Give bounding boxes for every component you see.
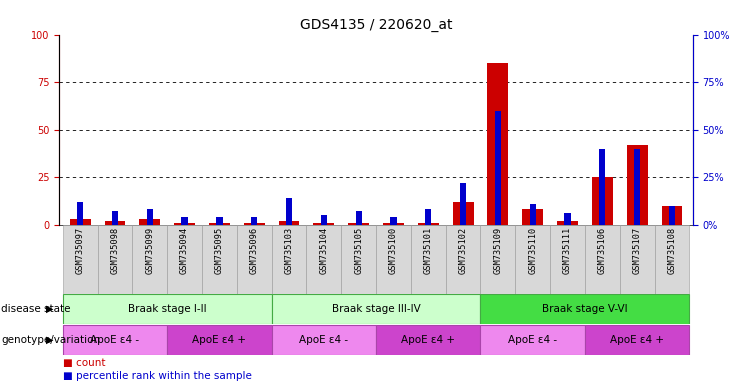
Bar bbox=[495, 111, 501, 225]
Bar bbox=[557, 221, 578, 225]
Bar bbox=[272, 325, 376, 354]
Bar bbox=[286, 198, 292, 225]
Bar bbox=[376, 225, 411, 294]
Text: GSM735104: GSM735104 bbox=[319, 227, 328, 274]
Bar bbox=[147, 209, 153, 225]
Text: genotype/variation: genotype/variation bbox=[1, 335, 101, 345]
Bar bbox=[167, 225, 202, 294]
Bar bbox=[411, 225, 445, 294]
Bar bbox=[77, 202, 83, 225]
Bar bbox=[70, 219, 90, 225]
Bar bbox=[453, 202, 473, 225]
Bar bbox=[133, 225, 167, 294]
Bar bbox=[167, 325, 272, 354]
Bar bbox=[530, 204, 536, 225]
Bar bbox=[550, 225, 585, 294]
Text: ApoE ε4 +: ApoE ε4 + bbox=[193, 335, 247, 345]
Bar bbox=[272, 295, 480, 324]
Bar bbox=[425, 209, 431, 225]
Text: GSM735103: GSM735103 bbox=[285, 227, 293, 274]
Bar bbox=[627, 145, 648, 225]
Bar bbox=[445, 225, 480, 294]
Bar bbox=[391, 217, 396, 225]
Bar bbox=[63, 295, 272, 324]
Bar bbox=[272, 225, 307, 294]
Text: disease state: disease state bbox=[1, 304, 71, 314]
Bar bbox=[342, 225, 376, 294]
Bar bbox=[237, 225, 272, 294]
Text: GSM735108: GSM735108 bbox=[668, 227, 677, 274]
Text: GSM735096: GSM735096 bbox=[250, 227, 259, 274]
Bar bbox=[585, 225, 619, 294]
Text: ▶: ▶ bbox=[46, 335, 53, 345]
Bar bbox=[209, 223, 230, 225]
Bar bbox=[480, 295, 689, 324]
Bar bbox=[599, 149, 605, 225]
Bar bbox=[515, 225, 550, 294]
Bar bbox=[251, 217, 257, 225]
Bar bbox=[565, 213, 571, 225]
Bar bbox=[244, 223, 265, 225]
Bar bbox=[63, 225, 98, 294]
Bar bbox=[488, 63, 508, 225]
Text: GSM735107: GSM735107 bbox=[633, 227, 642, 274]
Bar bbox=[654, 225, 689, 294]
Bar bbox=[307, 225, 342, 294]
Bar bbox=[98, 225, 133, 294]
Bar bbox=[480, 325, 585, 354]
Bar bbox=[216, 217, 222, 225]
Bar bbox=[585, 325, 689, 354]
Bar bbox=[202, 225, 237, 294]
Text: GSM735101: GSM735101 bbox=[424, 227, 433, 274]
Text: GSM735106: GSM735106 bbox=[598, 227, 607, 274]
Text: ▶: ▶ bbox=[46, 304, 53, 314]
Bar bbox=[313, 223, 334, 225]
Bar bbox=[619, 225, 654, 294]
Bar bbox=[112, 211, 118, 225]
Bar bbox=[182, 217, 187, 225]
Title: GDS4135 / 220620_at: GDS4135 / 220620_at bbox=[300, 18, 452, 32]
Bar bbox=[460, 183, 466, 225]
Text: ApoE ε4 +: ApoE ε4 + bbox=[610, 335, 664, 345]
Text: ■ percentile rank within the sample: ■ percentile rank within the sample bbox=[63, 371, 252, 381]
Bar bbox=[383, 223, 404, 225]
Bar bbox=[104, 221, 125, 225]
Text: GSM735105: GSM735105 bbox=[354, 227, 363, 274]
Text: GSM735102: GSM735102 bbox=[459, 227, 468, 274]
Bar bbox=[662, 206, 682, 225]
Text: GSM735094: GSM735094 bbox=[180, 227, 189, 274]
Bar bbox=[174, 223, 195, 225]
Text: ApoE ε4 -: ApoE ε4 - bbox=[299, 335, 348, 345]
Text: GSM735095: GSM735095 bbox=[215, 227, 224, 274]
Text: GSM735110: GSM735110 bbox=[528, 227, 537, 274]
Text: GSM735099: GSM735099 bbox=[145, 227, 154, 274]
Text: ■ count: ■ count bbox=[63, 358, 105, 368]
Text: GSM735111: GSM735111 bbox=[563, 227, 572, 274]
Bar bbox=[348, 223, 369, 225]
Text: ApoE ε4 +: ApoE ε4 + bbox=[402, 335, 455, 345]
Bar bbox=[356, 211, 362, 225]
Bar bbox=[139, 219, 160, 225]
Bar bbox=[376, 325, 480, 354]
Text: Braak stage III-IV: Braak stage III-IV bbox=[332, 304, 420, 314]
Text: GSM735100: GSM735100 bbox=[389, 227, 398, 274]
Bar bbox=[480, 225, 515, 294]
Text: ApoE ε4 -: ApoE ε4 - bbox=[508, 335, 557, 345]
Bar bbox=[418, 223, 439, 225]
Text: GSM735098: GSM735098 bbox=[110, 227, 119, 274]
Text: GSM735109: GSM735109 bbox=[494, 227, 502, 274]
Bar bbox=[522, 209, 543, 225]
Bar bbox=[634, 149, 640, 225]
Bar bbox=[279, 221, 299, 225]
Text: Braak stage I-II: Braak stage I-II bbox=[128, 304, 207, 314]
Bar bbox=[63, 325, 167, 354]
Bar bbox=[592, 177, 613, 225]
Text: GSM735097: GSM735097 bbox=[76, 227, 84, 274]
Bar bbox=[669, 206, 675, 225]
Text: ApoE ε4 -: ApoE ε4 - bbox=[90, 335, 139, 345]
Bar bbox=[321, 215, 327, 225]
Text: Braak stage V-VI: Braak stage V-VI bbox=[542, 304, 628, 314]
